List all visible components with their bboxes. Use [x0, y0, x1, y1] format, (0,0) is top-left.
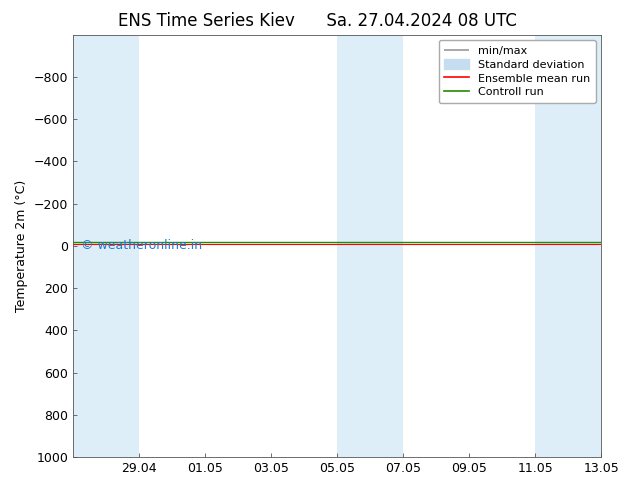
- Bar: [535, 35, 601, 457]
- Legend: min/max, Standard deviation, Ensemble mean run, Controll run: min/max, Standard deviation, Ensemble me…: [439, 40, 595, 103]
- Y-axis label: Temperature 2m (°C): Temperature 2m (°C): [15, 180, 28, 312]
- Text: © weatheronline.in: © weatheronline.in: [81, 240, 202, 252]
- Text: ENS Time Series Kiev      Sa. 27.04.2024 08 UTC: ENS Time Series Kiev Sa. 27.04.2024 08 U…: [117, 12, 517, 30]
- Bar: [73, 35, 139, 457]
- Bar: [337, 35, 403, 457]
